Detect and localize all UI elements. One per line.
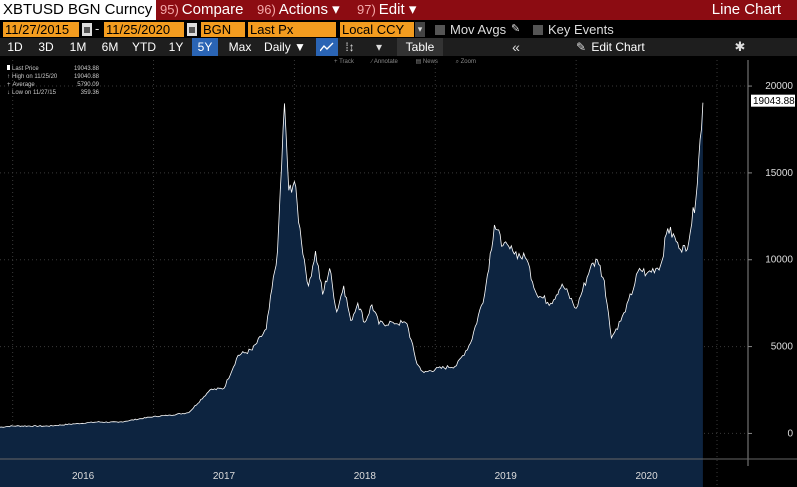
legend-high: ↑ High on 11/25/20 19040.88 <box>7 74 99 80</box>
mov-avgs-label[interactable]: Mov Avgs <box>450 22 507 37</box>
x-tick-label: 2017 <box>213 471 236 482</box>
edit-menu[interactable]: 97) Edit ▾ <box>357 0 416 20</box>
legend: Last Price 19043.88 ↑ High on 11/25/20 1904… <box>7 65 99 97</box>
range-toolbar: 1D 3D 1M 6M YTD 1Y 5Y Max Daily ▼ ⁞↕ ▾ T… <box>0 38 797 56</box>
collapse-icon[interactable]: « <box>512 39 520 55</box>
price-field-select[interactable]: Last Px <box>248 22 336 37</box>
legend-low: ↓ Low on 11/27/15 359.36 <box>7 90 99 96</box>
chart-tools: + Track ∕ Annotate ▤ News ⌕ Zoom <box>334 58 492 66</box>
actions-chevron-down-icon: ▾ <box>332 1 340 18</box>
last-price-tag-label: 19043.88 <box>753 96 795 107</box>
y-tick-label: 10000 <box>765 255 793 266</box>
frequency-select[interactable]: Daily ▼ <box>264 40 306 54</box>
legend-swatch <box>7 65 10 70</box>
legend-last-price: Last Price 19043.88 <box>7 65 99 73</box>
security-ticker[interactable]: XBTUSD BGN Curncy <box>0 0 156 20</box>
track-tool[interactable]: + Track <box>334 59 354 65</box>
x-tick-label: 2018 <box>354 471 377 482</box>
chart-type-dropdown-icon[interactable]: ▾ <box>375 40 383 54</box>
zoom-tool[interactable]: ⌕ Zoom <box>455 59 476 65</box>
price-line <box>0 102 704 428</box>
range-6m-button[interactable]: 6M <box>101 40 119 54</box>
last-price-tag-background <box>751 94 795 107</box>
x-axis: 2016 2017 2018 2019 2020 <box>0 458 797 482</box>
range-1m-button[interactable]: 1M <box>69 40 87 54</box>
last-price-tag: 19043.88 <box>751 94 795 107</box>
price-area <box>0 102 703 487</box>
line-chart-icon[interactable] <box>316 38 338 56</box>
news-tool[interactable]: ▤ News <box>415 59 438 65</box>
x-tick-label: 2020 <box>635 471 658 482</box>
source-field[interactable]: BGN <box>201 22 245 37</box>
compare-menu[interactable]: 95) Compare <box>160 0 244 20</box>
calendar-icon[interactable] <box>187 23 197 36</box>
edit-pencil-icon[interactable]: ✎ <box>575 40 587 54</box>
currency-select[interactable]: Local CCY <box>340 22 414 37</box>
range-5y-button[interactable]: 5Y <box>192 38 218 56</box>
view-title: Line Chart <box>711 1 781 18</box>
date-separator: - <box>95 21 100 36</box>
frequency-label: Daily <box>264 40 291 54</box>
key-events-checkbox[interactable] <box>533 25 543 35</box>
y-axis: 20000 15000 10000 5000 0 <box>747 60 794 466</box>
gear-icon[interactable]: ✱ <box>734 39 746 54</box>
y-tick-label: 5000 <box>771 342 794 353</box>
actions-menu-number: 96) <box>257 2 276 17</box>
y-tick-label: 15000 <box>765 168 793 179</box>
compare-menu-number: 95) <box>160 2 179 17</box>
range-1d-button[interactable]: 1D <box>7 40 23 54</box>
range-1y-button[interactable]: 1Y <box>168 40 184 54</box>
range-ytd-button[interactable]: YTD <box>132 40 156 54</box>
pencil-icon[interactable]: ✎ <box>511 23 521 35</box>
edit-chevron-down-icon: ▾ <box>408 1 417 18</box>
actions-menu[interactable]: 96) Actions ▾ <box>257 0 340 20</box>
start-date-field[interactable]: 11/27/2015 <box>3 22 79 37</box>
edit-menu-label: Edit <box>378 1 405 18</box>
y-tick-label: 0 <box>787 428 793 439</box>
controls-bar: 11/27/2015 - 11/25/2020 BGN Last Px Loca… <box>0 20 797 38</box>
price-chart[interactable]: 20000 15000 10000 5000 0 2016 2017 2018 2019 202… <box>0 56 797 487</box>
range-max-button[interactable]: Max <box>228 40 252 54</box>
currency-dropdown-icon[interactable]: ▾ <box>415 22 425 37</box>
legend-average: + Average 5790.09 <box>7 82 99 88</box>
edit-menu-number: 97) <box>357 2 376 17</box>
annotate-tool[interactable]: ∕ Annotate <box>371 59 398 65</box>
y-tick-label: 20000 <box>765 81 793 92</box>
calendar-icon[interactable] <box>82 23 92 36</box>
range-3d-button[interactable]: 3D <box>38 40 54 54</box>
end-date-field[interactable]: 11/25/2020 <box>104 22 184 37</box>
bar-chart-icon[interactable]: ⁞↕ <box>345 40 355 54</box>
table-button[interactable]: Table <box>397 38 443 56</box>
x-tick-label: 2016 <box>72 471 95 482</box>
mov-avgs-checkbox[interactable] <box>435 25 445 35</box>
x-tick-label: 2019 <box>495 471 518 482</box>
title-bar: XBTUSD BGN Curncy 95) Compare 96) Actions … <box>0 0 797 20</box>
compare-menu-label: Compare <box>181 1 244 18</box>
edit-chart-button[interactable]: Edit Chart <box>591 40 645 54</box>
key-events-label[interactable]: Key Events <box>548 22 614 37</box>
actions-menu-label: Actions <box>278 1 328 18</box>
